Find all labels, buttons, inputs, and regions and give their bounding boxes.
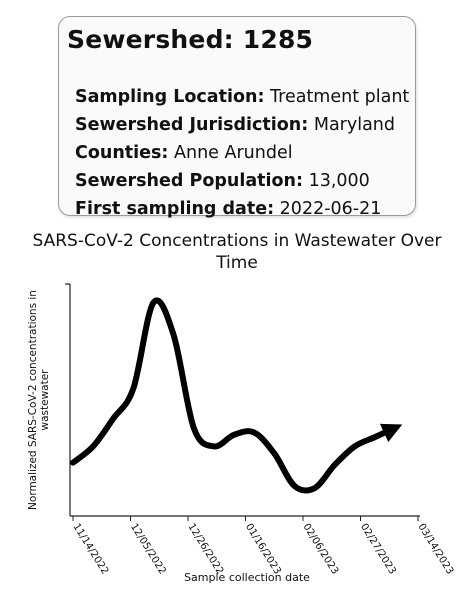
x-tick-label: 11/14/2022 — [70, 522, 110, 577]
first-sampling-label: First sampling date: — [75, 199, 275, 219]
chart-axes — [65, 283, 420, 517]
x-tick-label: 02/27/2023 — [358, 522, 398, 577]
y-axis-label-line-1: Normalized SARS-CoV-2 concentrations in — [27, 290, 39, 510]
x-tick-label: 01/16/2023 — [243, 522, 283, 577]
population-value: 13,000 — [308, 171, 370, 191]
x-tick-label: 02/06/2023 — [300, 522, 340, 577]
chart-title: SARS-CoV-2 Concentrations in Wastewater … — [0, 230, 474, 274]
info-row-population: Sewershed Population: 13,000 — [75, 171, 370, 191]
jurisdiction-value: Maryland — [313, 115, 396, 135]
counties-value: Anne Arundel — [174, 143, 293, 163]
x-tick-labels: 11/14/2022 12/05/2022 12/26/2022 01/16/2023… — [70, 516, 455, 576]
series-arrowhead — [379, 423, 403, 442]
y-axis-label: Normalized SARS-CoV-2 concentrations in … — [27, 290, 51, 510]
jurisdiction-label: Sewershed Jurisdiction: — [75, 115, 309, 135]
chart-series — [70, 297, 403, 494]
first-sampling-value: 2022-06-21 — [279, 199, 382, 219]
chart-title-line-2: Time — [216, 253, 258, 273]
y-axis-label-line-2: wastewater — [39, 369, 51, 431]
info-row-counties: Counties: Anne Arundel — [75, 143, 293, 163]
series-line — [70, 297, 398, 494]
info-row-first-sampling: First sampling date: 2022-06-21 — [75, 199, 381, 219]
x-tick-label: 03/14/2023 — [415, 522, 455, 577]
counties-label: Counties: — [75, 143, 169, 163]
sampling-location-label: Sampling Location: — [75, 87, 265, 107]
sampling-location-value: Treatment plant — [270, 87, 410, 107]
sewershed-title: Sewershed: 1285 — [67, 25, 314, 54]
info-row-jurisdiction: Sewershed Jurisdiction: Maryland — [75, 115, 395, 135]
info-row-sampling-location: Sampling Location: Treatment plant — [75, 87, 409, 107]
x-axis-label: Sample collection date — [184, 571, 310, 584]
chart-title-line-1: SARS-CoV-2 Concentrations in Wastewater … — [32, 231, 442, 251]
sewershed-info-card: Sewershed: 1285 Sampling Location: Treat… — [58, 16, 416, 219]
x-tick-label: 12/26/2022 — [185, 522, 225, 577]
population-label: Sewershed Population: — [75, 171, 303, 191]
x-tick-label: 12/05/2022 — [128, 522, 168, 577]
